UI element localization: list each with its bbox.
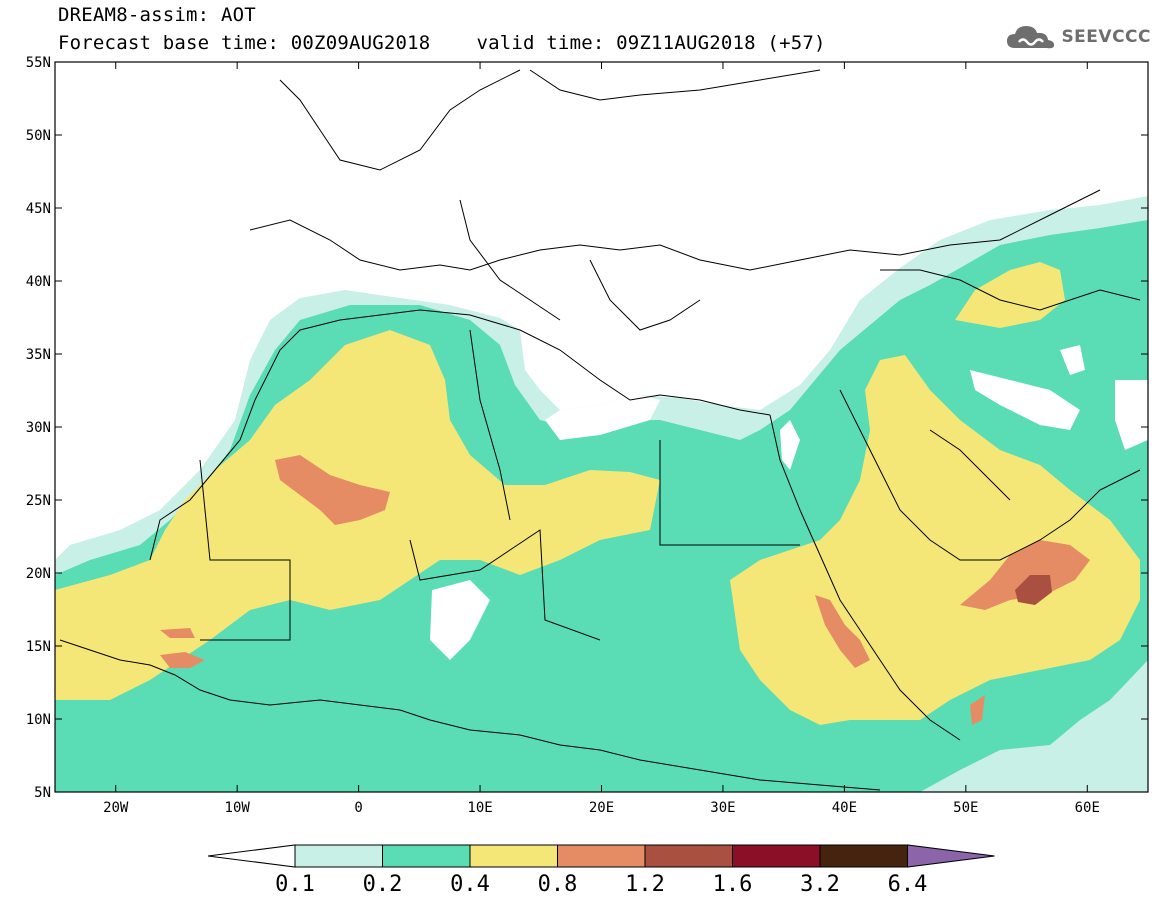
colorbar-level-label: 1.6 [713, 872, 753, 897]
aot-field [55, 62, 1148, 792]
cloud-icon [1007, 26, 1055, 49]
aot-level-0-8 [160, 455, 1090, 725]
colorbar-segment [557, 844, 646, 868]
colorbar-segment [732, 844, 821, 868]
aot-level-0-4 [55, 262, 1140, 725]
lon-tick-label: 50E [953, 800, 978, 816]
lon-tick-label: 10E [467, 800, 492, 816]
longitude-axis: 20W 10W 0 10E 20E 30E 40E 50E 60E [103, 62, 1100, 816]
colorbar-level-label: 0.2 [363, 872, 403, 897]
colorbar-level-label: 0.4 [450, 872, 490, 897]
lon-tick-label: 20E [589, 800, 614, 816]
lon-tick-label: 20W [103, 800, 129, 816]
lat-tick-label: 30N [26, 420, 51, 436]
colorbar-under-triangle [207, 844, 296, 868]
colorbar-segment [819, 844, 908, 868]
colorbar-level-label: 3.2 [800, 872, 840, 897]
lat-tick-label: 20N [26, 566, 51, 582]
lon-tick-label: 40E [832, 800, 857, 816]
colorbar-segment [294, 844, 383, 868]
lon-tick-label: 10W [225, 800, 251, 816]
lon-tick-label: 60E [1075, 800, 1100, 816]
lat-tick-label: 55N [26, 55, 51, 71]
lat-tick-label: 10N [26, 712, 51, 728]
valid-time: valid time: 09Z11AUG2018 (+57) [476, 32, 826, 54]
base-time: Forecast base time: 00Z09AUG2018 [58, 32, 431, 54]
colorbar-level-label: 6.4 [888, 872, 928, 897]
aot-clear-areas [430, 345, 1148, 660]
colorbar-over-triangle [907, 844, 995, 868]
lat-tick-label: 50N [26, 128, 51, 144]
logo-text: SEEVCCC [1061, 27, 1151, 47]
colorbar: 0.1 0.2 0.4 0.8 1.2 1.6 3.2 6.4 [207, 844, 995, 897]
colorbar-level-label: 1.2 [625, 872, 665, 897]
aot-level-1-2 [1015, 575, 1052, 605]
lat-tick-label: 35N [26, 347, 51, 363]
lat-tick-label: 45N [26, 201, 51, 217]
lat-tick-label: 25N [26, 493, 51, 509]
colorbar-segment [644, 844, 733, 868]
lat-tick-label: 15N [26, 639, 51, 655]
seevccc-logo: SEEVCCC [1005, 22, 1151, 52]
time-info: Forecast base time: 00Z09AUG2018 valid ti… [58, 32, 826, 54]
lat-tick-label: 5N [34, 785, 51, 801]
lon-tick-label: 0 [354, 800, 362, 816]
lon-tick-label: 30E [710, 800, 735, 816]
colorbar-level-label: 0.8 [538, 872, 578, 897]
latitude-axis: 5N 10N 15N 20N 25N 30N 35N 40N 45N 50N 55N [26, 55, 1148, 801]
colorbar-segment [382, 844, 471, 868]
lat-tick-label: 40N [26, 274, 51, 290]
map-title: DREAM8-assim: AOT [58, 4, 256, 26]
colorbar-segment [469, 844, 558, 868]
colorbar-level-label: 0.1 [275, 872, 315, 897]
coastlines [59, 69, 1141, 791]
